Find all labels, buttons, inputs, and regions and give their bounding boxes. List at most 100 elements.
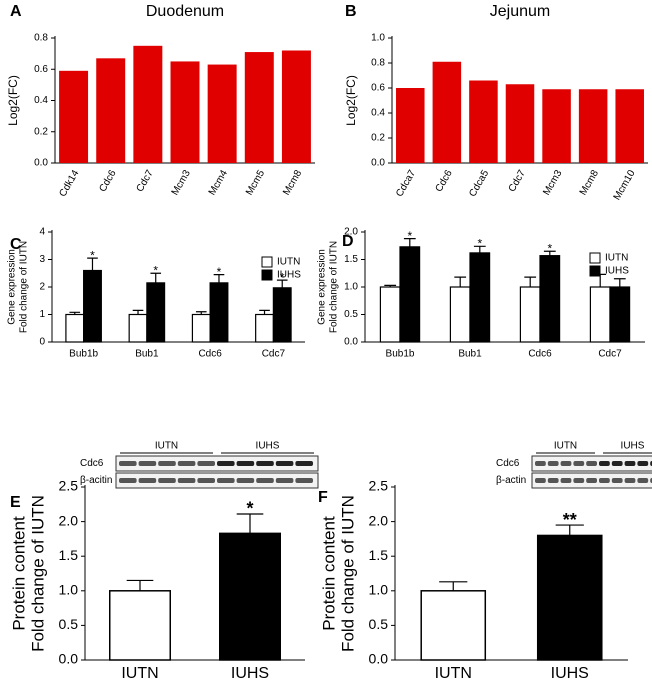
blot-group-label: IUTN — [155, 441, 178, 452]
x-tick-label: Bub1 — [135, 349, 159, 360]
y-tick-label: 1 — [39, 309, 45, 320]
error-bar — [543, 250, 556, 256]
significance: ** — [563, 510, 577, 530]
y-tick-label: 1.5 — [369, 547, 389, 563]
panel-label: D — [342, 233, 354, 250]
blot-band — [637, 461, 649, 466]
significance: * — [246, 499, 253, 519]
x-tick-label: IUTN — [435, 665, 472, 680]
y-axis-label: Log2(FC) — [6, 75, 20, 126]
error-bar — [150, 272, 162, 283]
blot-band — [586, 461, 597, 466]
blot-band — [573, 478, 585, 483]
chart-title: Duodenum — [146, 3, 224, 20]
blot-band — [236, 461, 255, 466]
error-bar — [439, 581, 468, 591]
blot-row-label: Cdc6 — [496, 458, 520, 469]
error-bar — [132, 309, 144, 315]
x-tick-label: Cdc7 — [262, 349, 286, 360]
blot-band — [535, 478, 546, 483]
bar — [170, 61, 200, 163]
blot-band — [138, 461, 157, 466]
blot-band — [586, 478, 597, 483]
x-tick-label: Cdc7 — [598, 349, 622, 360]
bar — [420, 590, 487, 661]
panel-label: E — [10, 494, 21, 511]
significance: * — [217, 265, 222, 279]
x-tick-label: Cdc7 — [135, 168, 156, 194]
blot-band — [275, 478, 294, 483]
blot-band — [177, 461, 196, 466]
error-bar — [524, 276, 537, 287]
blot-band — [295, 478, 313, 483]
blot-group-label: IUHS — [621, 441, 645, 452]
y-tick-label: 0.8 — [371, 58, 385, 69]
blot-band — [158, 478, 176, 483]
y-tick-label: 0.4 — [34, 95, 48, 106]
legend-swatch — [589, 252, 601, 264]
error-bar — [213, 274, 225, 283]
blot-band — [197, 478, 215, 483]
bar — [65, 313, 85, 343]
x-tick-label: Cdc6 — [198, 349, 222, 360]
y-tick-label: 0.4 — [371, 108, 385, 119]
y-axis-label: Fold change of IUTN — [329, 241, 340, 333]
y-tick-label: 1.0 — [344, 282, 358, 293]
y-tick-label: 4 — [39, 227, 45, 238]
bar — [609, 286, 631, 343]
blot-band — [560, 478, 572, 483]
significance: * — [90, 248, 95, 262]
error-bar — [259, 309, 270, 315]
error-bar — [613, 278, 626, 287]
y-tick-label: 1.0 — [369, 582, 389, 598]
bar — [449, 286, 471, 343]
bar — [83, 269, 102, 343]
blot-band — [547, 478, 559, 483]
error-bar — [403, 238, 416, 247]
legend-label: IUHS — [605, 266, 629, 277]
blot-band — [295, 461, 313, 466]
x-tick-label: Mcm5 — [244, 168, 267, 197]
blot-band — [611, 461, 623, 466]
y-tick-label: 0.0 — [34, 158, 48, 169]
bar — [59, 70, 89, 163]
chart-title: Jejunum — [490, 3, 550, 20]
blot-band — [158, 461, 176, 466]
bar — [146, 282, 166, 343]
bar — [542, 89, 571, 163]
x-tick-label: Mcm8 — [578, 168, 601, 197]
blot-row-label: β-actin — [496, 475, 526, 486]
bar — [255, 313, 274, 343]
error-bar — [126, 579, 154, 591]
bar — [272, 287, 292, 343]
error-bar — [236, 513, 264, 534]
y-tick-label: 0.0 — [344, 337, 358, 348]
bar — [536, 534, 603, 661]
y-tick-label: 0.5 — [59, 616, 79, 632]
panel-label: B — [345, 3, 357, 20]
bar — [219, 532, 281, 661]
blot-band — [197, 461, 215, 466]
blot-band — [217, 461, 235, 466]
y-tick-label: 3 — [39, 254, 45, 265]
y-tick-label: 0.0 — [59, 651, 79, 667]
blot-group-label: IUTN — [554, 441, 577, 452]
y-tick-label: 0.2 — [34, 126, 48, 137]
bar — [519, 286, 541, 343]
significance: * — [153, 263, 158, 277]
bar — [96, 58, 126, 163]
panel-label: C — [10, 236, 22, 253]
y-tick-label: 0.0 — [369, 651, 389, 667]
y-tick-label: 2.0 — [344, 227, 358, 238]
legend-label: IUTN — [605, 253, 628, 264]
bar — [505, 84, 535, 163]
y-tick-label: 2.5 — [369, 478, 389, 494]
bar — [539, 255, 561, 343]
x-tick-label: Bub1 — [458, 349, 482, 360]
bar — [191, 313, 211, 343]
x-tick-label: Cdca5 — [467, 168, 491, 199]
bar — [281, 50, 311, 163]
blot-row-label: Cdc6 — [80, 458, 104, 469]
bar — [432, 61, 462, 163]
